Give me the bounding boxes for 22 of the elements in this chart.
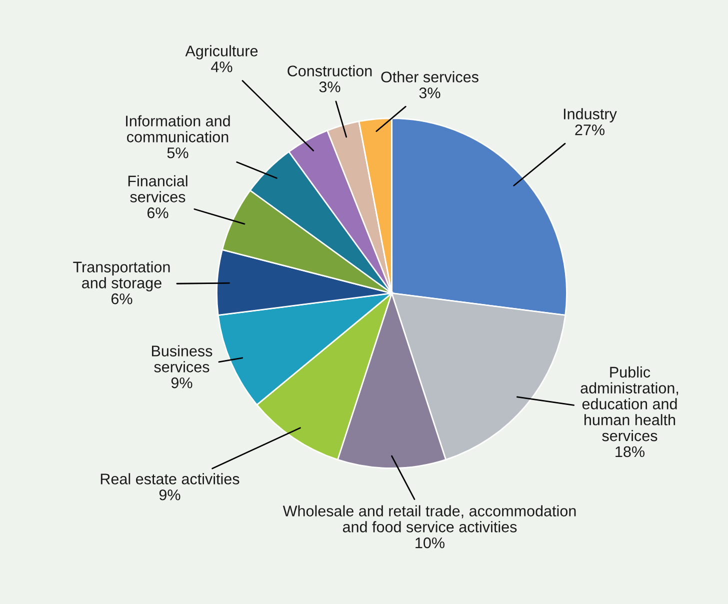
slice-label: Financial services: [128, 175, 188, 202]
data-label: 6%: [111, 293, 132, 304]
data-label: 9%: [171, 377, 192, 388]
slice-label: Business services: [152, 345, 212, 372]
data-label: 5%: [167, 148, 188, 158]
data-label: 3%: [319, 81, 340, 92]
data-label: 6%: [147, 207, 168, 218]
data-label: 18%: [616, 446, 644, 458]
slice-label: Real estate activities: [100, 473, 240, 484]
data-label: 10%: [416, 537, 444, 548]
slice-label: Transportation and storage: [73, 261, 170, 292]
slice-label: Construction: [288, 65, 372, 76]
slice-label: Other services: [381, 71, 478, 82]
slice-label: Agriculture: [185, 45, 258, 60]
slice-label: Wholesale and retail trade, accommodation and food service activities: [282, 505, 576, 532]
slice-label: Industry: [564, 108, 617, 122]
data-label: 9%: [159, 489, 180, 500]
slice-label: Information and communication: [126, 115, 230, 142]
data-label: 27%: [575, 124, 604, 136]
data-label: 3%: [419, 87, 440, 98]
data-label: 4%: [211, 62, 232, 72]
slice-label: Public administration, education and human health services: [580, 366, 678, 442]
